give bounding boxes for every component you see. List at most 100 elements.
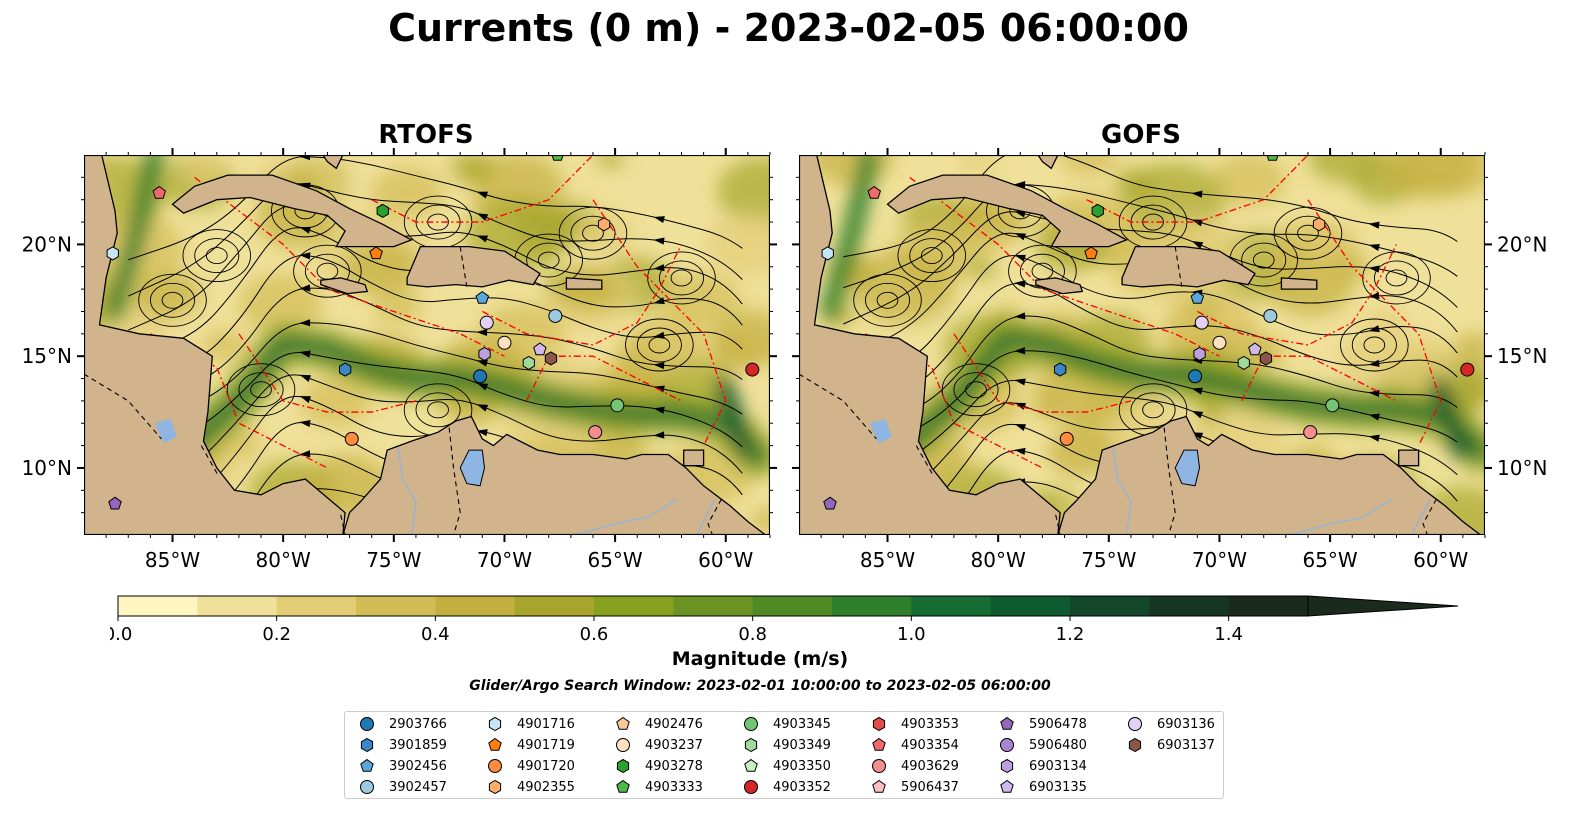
land-southAmerica [1057,415,1482,535]
rivers [1112,447,1431,535]
legend-marker-pentagon-icon [488,737,502,751]
legend-entry-4903354: 4903354 [869,735,959,755]
legend-marker-hexagon-icon [488,716,502,732]
float-marker-4903349 [522,355,535,370]
legend-entry-3901859: 3901859 [357,735,447,755]
legend-marker-hexagon-icon [360,737,374,753]
colorbar-segment [1228,596,1309,616]
colorbar-segment [594,596,674,616]
legend-marker-circle-icon [744,780,758,794]
lake-nicaragua [869,418,892,444]
legend-entry-5906480: 5906480 [997,735,1087,755]
panel-title-rtofs: RTOFS [378,120,474,150]
map-frame [84,155,770,535]
map-panel-gofs[interactable] [799,155,1485,535]
land-cuba [171,174,414,248]
float-marker-6903135 [1248,342,1262,356]
legend-entry-4903629: 4903629 [869,756,959,776]
legend-label: 4903345 [773,716,831,732]
float-marker-3901859 [1054,362,1067,377]
colorbar-segment [832,596,912,616]
float-marker-4903354 [867,185,881,199]
lon-tick-label: 75°W [366,548,421,572]
legend-marker-pentagon-icon [744,758,758,772]
legend-label: 4903352 [773,779,831,795]
legend-marker-circle-icon [360,717,374,731]
land-bahamas1 [322,155,344,170]
legend-marker [1128,737,1142,753]
legend-label: 5906437 [901,779,959,795]
legend-entry-4902476: 4902476 [613,714,703,734]
lon-tick-label: 85°W [145,548,200,572]
lon-tick-label: 60°W [698,548,753,572]
colorbar-segment [356,596,436,616]
colorbar-tick-label: 1.2 [1056,624,1085,645]
legend-marker-circle-icon [1000,738,1014,752]
legend-marker [360,737,374,753]
legend-marker [488,737,502,751]
figure-title: Currents (0 m) - 2023-02-05 06:00:00 [388,6,1189,50]
legend-entry-6903136: 6903136 [1125,714,1215,734]
rivers [397,447,716,535]
legend-marker-pentagon-icon [872,737,886,751]
legend-marker [360,717,374,731]
legend-marker-hexagon-icon [872,716,886,732]
legend-label: 4903353 [901,716,959,732]
lat-tick-label: 20°N [1497,232,1547,256]
float-marker-5906478 [108,496,122,510]
legend-marker [360,758,374,772]
legend-marker-pentagon-icon [616,779,630,793]
legend-label: 3901859 [389,737,447,753]
colorbar-tick-label: 0.0 [110,624,132,645]
land-hispaniola [1121,245,1256,288]
float-markers [106,155,760,510]
legend-label: 4903629 [901,758,959,774]
lake-maracaibo [459,449,486,487]
land-puertoRico [565,277,603,290]
lon-tick-label: 65°W [587,548,642,572]
legend-marker-circle-icon [872,759,886,773]
float-marker-4901720 [344,431,359,446]
search-window-text: Glider/Argo Search Window: 2023-02-01 10… [469,678,1051,694]
colorbar-segment [276,596,357,616]
land-bahamas1 [1037,155,1059,170]
legend-label: 4903333 [645,779,703,795]
legend-label: 4902355 [517,779,575,795]
map-frame [799,155,1485,535]
land [84,155,767,535]
float-marker-6903136 [1194,315,1209,330]
float-marker-4903629 [1303,425,1318,440]
legend-label: 6903137 [1157,737,1215,753]
float-marker-4901716 [106,246,119,261]
axis-ticks: 85°W 80°W 75°W 70°W 65°W 60°W 20°N 15°N 10°N 85°W… [22,148,1547,572]
legend-marker-hexagon-icon [744,737,758,753]
legend-marker [616,779,630,793]
legend-marker [1000,758,1014,774]
legend-label: 6903134 [1029,758,1087,774]
legend-marker [872,716,886,732]
colorbar-segment [673,596,754,616]
legend-entry-4903350: 4903350 [741,756,831,776]
colorbar-tick-label: 0.2 [262,624,291,645]
legend-entry-4903278: 4903278 [613,756,703,776]
lon-tick-label: 75°W [1081,548,1136,572]
legend-label: 4903349 [773,737,831,753]
float-marker-3901859 [339,362,352,377]
legend-label: 4903350 [773,758,831,774]
colorbar-segment [752,596,833,616]
legend-entry-4901719: 4901719 [485,735,575,755]
float-marker-4903352 [1460,362,1475,377]
float-marker-4901720 [1059,431,1074,446]
legend-marker [1128,717,1142,731]
float-marker-6903134 [478,346,491,361]
legend-marker [488,716,502,732]
legend-entry-4901720: 4901720 [485,756,575,776]
legend-marker [616,758,630,774]
colorbar: 0.0 0.2 0.4 0.6 0.8 1.0 1.2 1.4 [110,595,1459,645]
legend-label: 4901720 [517,758,575,774]
float-legend: 2903766 3901859 3902456 3902457 4901716 49017… [344,711,1224,799]
lat-tick-label: 20°N [22,232,72,256]
map-panel-rtofs[interactable] [84,155,770,535]
legend-label: 5906480 [1029,737,1087,753]
land-hispaniola [406,245,541,288]
